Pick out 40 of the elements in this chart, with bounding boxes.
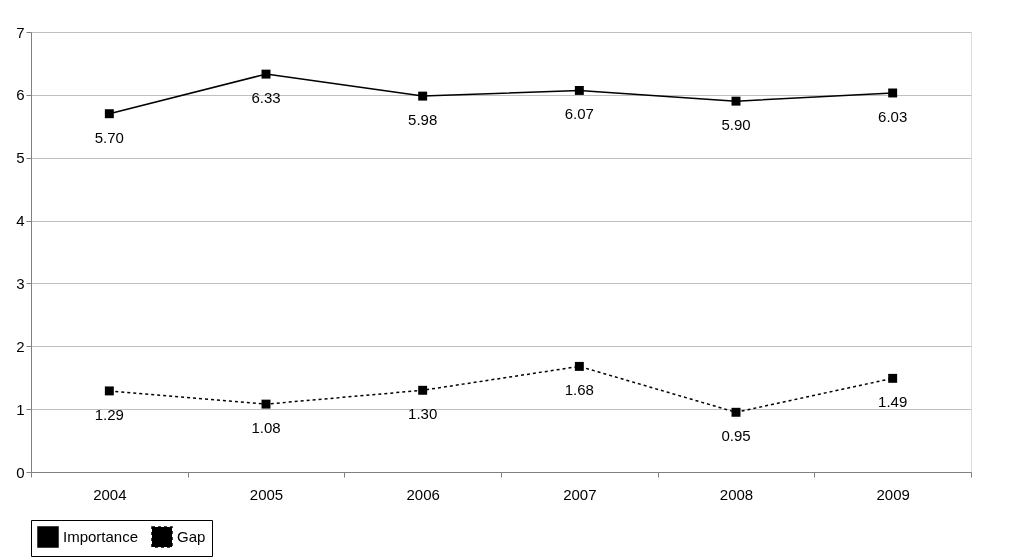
legend-label: Gap xyxy=(177,528,206,545)
data-label: 6.03 xyxy=(878,107,908,125)
point xyxy=(888,373,898,383)
point xyxy=(731,407,741,417)
x-tick-label: 2008 xyxy=(719,485,754,503)
x-tick-label: 2007 xyxy=(563,485,597,503)
data-label: 6.33 xyxy=(251,89,281,107)
data-label: 0.95 xyxy=(721,427,751,445)
y-tick-label: 5 xyxy=(16,149,25,167)
point xyxy=(731,96,741,106)
data-label: 5.98 xyxy=(408,111,438,129)
x-tick-label: 2006 xyxy=(406,485,440,503)
point xyxy=(261,399,271,409)
data-label: 5.70 xyxy=(94,128,124,146)
point xyxy=(888,88,898,98)
data-label: 1.30 xyxy=(408,405,438,423)
y-tick-label: 4 xyxy=(16,212,25,230)
point xyxy=(104,109,114,119)
data-label: 1.08 xyxy=(251,419,281,437)
data-label: 1.49 xyxy=(878,393,908,411)
legend-label: Importance xyxy=(63,528,139,545)
data-label: 1.68 xyxy=(564,381,594,399)
point xyxy=(418,91,428,101)
y-tick-label: 3 xyxy=(16,274,25,292)
data-label: 6.07 xyxy=(564,105,594,123)
y-tick-label: 6 xyxy=(16,86,25,104)
point xyxy=(574,361,584,371)
point xyxy=(261,69,271,79)
point xyxy=(574,85,584,95)
x-tick-label: 2009 xyxy=(876,485,910,503)
x-tick-label: 2004 xyxy=(93,485,127,503)
y-tick-label: 1 xyxy=(16,400,25,418)
x-tick-label: 2005 xyxy=(249,485,284,503)
point xyxy=(104,386,114,396)
y-tick-label: 0 xyxy=(16,463,25,481)
data-label: 5.90 xyxy=(721,116,751,134)
y-tick-label: 2 xyxy=(16,337,25,355)
data-label: 1.29 xyxy=(94,405,124,423)
y-tick-label: 7 xyxy=(16,23,25,41)
point xyxy=(418,385,428,395)
